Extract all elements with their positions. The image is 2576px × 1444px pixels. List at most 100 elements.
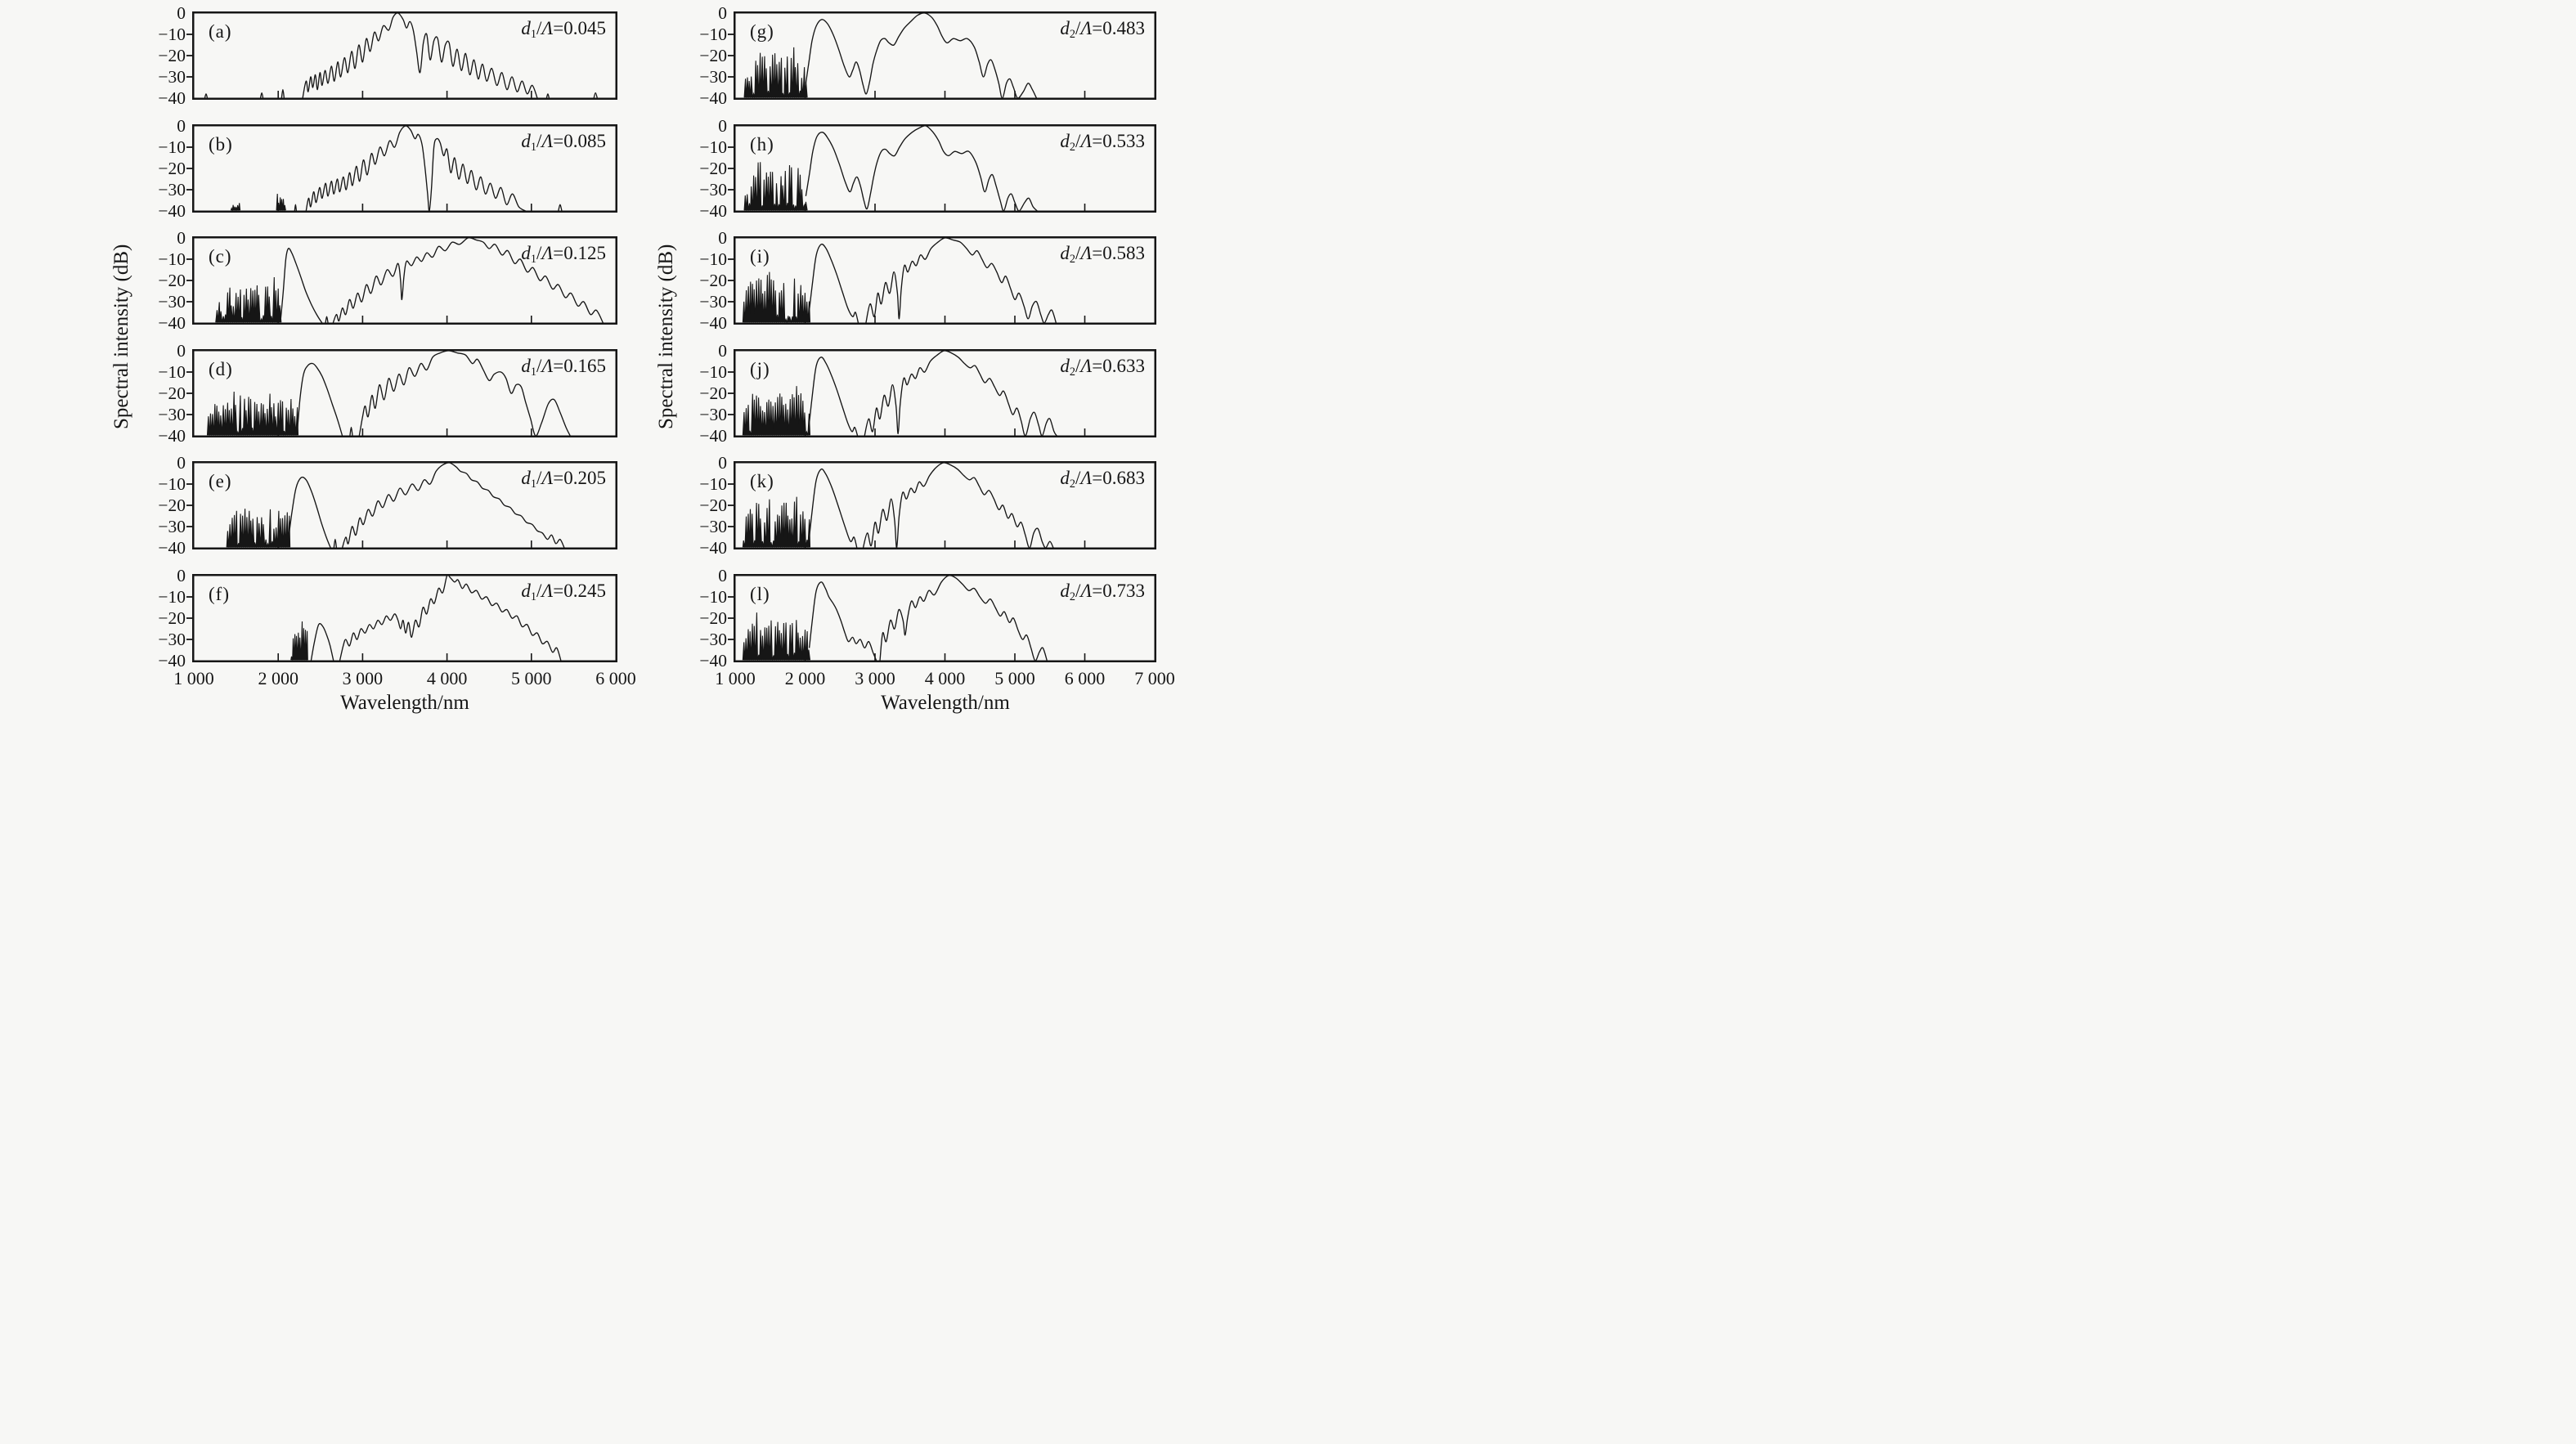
noise-cluster bbox=[742, 612, 811, 660]
x-tick-label: 7 000 bbox=[1134, 667, 1175, 688]
y-tick-label: 0 bbox=[718, 115, 727, 136]
y-tick-label: −20 bbox=[699, 158, 727, 178]
noise-cluster bbox=[742, 385, 811, 435]
panel-l: (l) d2/Λ=0.733 bbox=[728, 573, 1156, 662]
panel-a: (a) d1/Λ=0.045 bbox=[186, 11, 617, 100]
spectrum-curve bbox=[808, 468, 858, 549]
spectrum-curve bbox=[558, 204, 563, 211]
spectrum-plot bbox=[186, 573, 617, 662]
y-tick-label: −20 bbox=[699, 608, 727, 628]
spectrum-plot bbox=[728, 573, 1156, 662]
panel-label: (k) bbox=[750, 471, 774, 491]
y-tick-label: −10 bbox=[158, 361, 186, 382]
spectrum-curve bbox=[280, 88, 285, 99]
ratio-annotation: d1/Λ=0.245 bbox=[521, 580, 606, 603]
spectrum-curve bbox=[297, 362, 343, 436]
spectrum-curve bbox=[879, 574, 1048, 661]
y-tick-label: −30 bbox=[699, 517, 727, 536]
spectrum-curve bbox=[349, 426, 353, 436]
spectrum-curve bbox=[302, 12, 538, 99]
y-tick-label: −20 bbox=[158, 271, 186, 290]
x-axis-title-left: Wavelength/nm bbox=[340, 692, 469, 714]
y-tick-label: −10 bbox=[158, 137, 186, 157]
x-tick-label: 3 000 bbox=[855, 667, 895, 688]
ratio-annotation: d2/Λ=0.483 bbox=[1060, 18, 1145, 41]
y-tick-label: −30 bbox=[158, 404, 186, 424]
y-tick-label: −40 bbox=[158, 650, 186, 670]
ratio-annotation: d1/Λ=0.045 bbox=[521, 18, 606, 41]
y-tick-label: −40 bbox=[699, 425, 727, 446]
y-tick-label: −10 bbox=[699, 249, 727, 269]
y-tick-label: −30 bbox=[158, 517, 186, 536]
panel-label: (h) bbox=[750, 133, 774, 155]
y-tick-label: −10 bbox=[158, 249, 186, 269]
y-tick-label: −20 bbox=[699, 496, 727, 515]
spectrum-curve bbox=[808, 356, 859, 436]
y-tick-label: −40 bbox=[699, 538, 727, 558]
panel-h: (h) d2/Λ=0.533 bbox=[728, 123, 1156, 213]
y-axis-title-left: Spectral intensity (dB) bbox=[110, 244, 132, 430]
noise-cluster bbox=[290, 621, 308, 660]
spectrum-curve bbox=[545, 93, 550, 99]
x-tick-label: 6 000 bbox=[1064, 667, 1106, 688]
ratio-annotation: d2/Λ=0.583 bbox=[1060, 243, 1145, 266]
y-tick-label: −30 bbox=[699, 292, 727, 312]
y-tick-label: −40 bbox=[699, 650, 727, 670]
y-tick-label: −30 bbox=[699, 67, 727, 87]
ratio-annotation: d1/Λ=0.125 bbox=[521, 243, 606, 266]
panel-label: (e) bbox=[209, 471, 232, 491]
y-tick-label: −10 bbox=[699, 137, 727, 157]
y-tick-label: −10 bbox=[158, 586, 186, 607]
spectrum-curve bbox=[358, 349, 571, 437]
y-tick-label: −30 bbox=[158, 179, 186, 200]
spectrum-curve bbox=[865, 237, 1057, 324]
x-tick-label: 5 000 bbox=[994, 667, 1035, 688]
spectrum-plot bbox=[728, 461, 1156, 549]
ratio-annotation: d2/Λ=0.633 bbox=[1060, 355, 1145, 379]
panel-k: (k) d2/Λ=0.683 bbox=[728, 461, 1156, 549]
y-tick-label: −40 bbox=[699, 200, 727, 221]
y-tick-label: −20 bbox=[158, 158, 186, 178]
x-tick-label: 1 000 bbox=[715, 667, 756, 688]
spectrum-curve bbox=[204, 93, 209, 99]
y-tick-label: −40 bbox=[158, 200, 186, 221]
ratio-annotation: d1/Λ=0.085 bbox=[521, 130, 606, 154]
y-tick-label: −40 bbox=[158, 313, 186, 333]
panel-label: (i) bbox=[750, 246, 770, 267]
y-tick-label: 0 bbox=[718, 340, 727, 361]
panel-label: (d) bbox=[209, 358, 233, 379]
spectrum-curve bbox=[294, 204, 298, 211]
y-tick-label: −40 bbox=[158, 88, 186, 108]
panel-j: (j) d2/Λ=0.633 bbox=[728, 348, 1156, 437]
y-tick-label: −10 bbox=[158, 474, 186, 494]
noise-cluster bbox=[215, 276, 282, 323]
x-tick-label: 5 000 bbox=[511, 667, 552, 688]
y-tick-label: −20 bbox=[158, 383, 186, 403]
y-tick-label: −10 bbox=[699, 361, 727, 382]
y-tick-label: −20 bbox=[699, 383, 727, 403]
x-tick-label: 6 000 bbox=[595, 667, 636, 688]
ratio-annotation: d2/Λ=0.533 bbox=[1060, 130, 1145, 154]
noise-cluster bbox=[743, 161, 808, 210]
panel-c: (c) d1/Λ=0.125 bbox=[186, 236, 617, 325]
spectrum-plot bbox=[186, 461, 617, 549]
x-axis-title-right: Wavelength/nm bbox=[881, 692, 1010, 714]
spectrum-plot bbox=[728, 11, 1156, 100]
y-tick-label: 0 bbox=[177, 340, 186, 361]
y-tick-label: 0 bbox=[177, 115, 186, 136]
y-tick-label: −40 bbox=[158, 538, 186, 558]
spectrum-curve bbox=[808, 581, 877, 661]
panel-label: (f) bbox=[209, 583, 230, 604]
y-tick-label: −40 bbox=[699, 313, 727, 333]
spectrum-curve bbox=[862, 462, 1054, 549]
noise-cluster bbox=[743, 47, 808, 98]
spectrum-curve bbox=[864, 349, 1057, 437]
y-tick-label: −30 bbox=[158, 67, 186, 87]
y-tick-label: 0 bbox=[718, 565, 727, 585]
panel-label: (a) bbox=[209, 21, 232, 42]
y-tick-label: 0 bbox=[177, 565, 186, 585]
spectra-figure: Spectral intensity (dB) Spectral intensi… bbox=[0, 0, 1288, 722]
x-tick-label: 2 000 bbox=[784, 667, 826, 688]
ratio-annotation: d2/Λ=0.733 bbox=[1060, 580, 1145, 603]
panel-b: (b) d1/Λ=0.085 bbox=[186, 123, 617, 213]
